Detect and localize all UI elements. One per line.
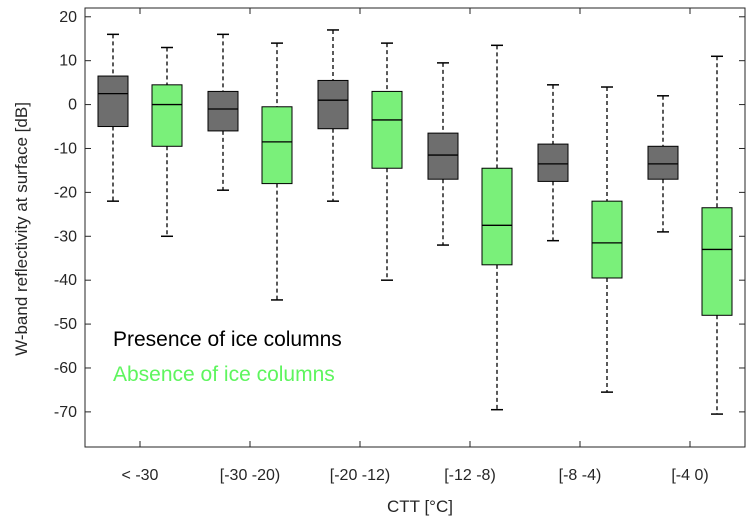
x-tick-label: [-8 -4) [559, 467, 602, 484]
box [701, 207, 733, 316]
y-tick-label: -60 [54, 360, 77, 377]
x-tick-label: [-12 -8) [444, 467, 496, 484]
y-tick-label: -30 [54, 228, 77, 245]
box [481, 167, 513, 266]
y-tick-label: -10 [54, 140, 77, 157]
box [371, 90, 403, 169]
x-tick-label: < -30 [122, 467, 159, 484]
box [261, 106, 293, 185]
x-tick-label: [-30 -20) [220, 467, 280, 484]
y-tick-label: -50 [54, 316, 77, 333]
plot-frame [84, 7, 746, 448]
box [537, 143, 569, 182]
box [427, 132, 459, 180]
box [317, 79, 349, 130]
legend-label-presence: Presence of ice columns [113, 328, 342, 351]
y-tick-label: -40 [54, 272, 77, 289]
box [151, 84, 183, 147]
x-tick-label: [-4 0) [671, 467, 708, 484]
box [97, 75, 129, 128]
y-tick-label: -20 [54, 184, 77, 201]
y-tick-label: 10 [59, 53, 77, 70]
legend-label-absence: Absence of ice columns [113, 363, 335, 386]
box [207, 90, 239, 132]
box [647, 145, 679, 180]
x-tick-label: [-20 -12) [330, 467, 390, 484]
y-tick-label: -70 [54, 404, 77, 421]
x-axis-title: CTT [°C] [387, 497, 453, 516]
y-tick-label: 20 [59, 9, 77, 26]
y-tick-label: 0 [68, 97, 77, 114]
y-axis-title: W-band reflectivity at surface [dB] [12, 102, 31, 356]
box [591, 200, 623, 279]
